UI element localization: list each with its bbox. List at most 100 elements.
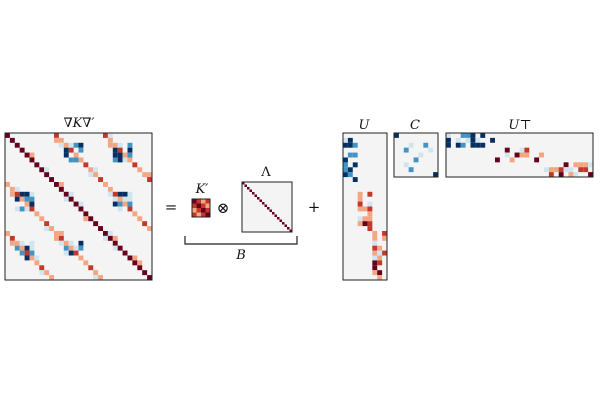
matrix-cell — [9, 186, 15, 192]
matrix-cell — [413, 157, 419, 163]
matrix-cell — [34, 255, 40, 261]
k-prime-matrix — [191, 198, 211, 218]
matrix-cell — [44, 221, 50, 227]
matrix-cell — [259, 199, 262, 202]
matrix-cell — [394, 133, 399, 138]
matrix-cell — [122, 201, 128, 207]
matrix-cell — [357, 221, 363, 227]
matrix-cell — [24, 255, 30, 261]
matrix-cell — [127, 201, 133, 207]
matrix-cell — [352, 177, 358, 182]
matrix-cell — [39, 265, 45, 271]
matrix-cell — [122, 191, 128, 197]
matrix-cell — [34, 260, 40, 266]
matrix-cell — [357, 191, 363, 197]
matrix-cell — [509, 157, 515, 163]
matrix-cell — [578, 167, 584, 173]
matrix-cell — [367, 206, 373, 212]
matrix-cell — [29, 255, 35, 261]
matrix-cell — [112, 245, 118, 251]
matrix-cell — [372, 235, 378, 241]
matrix-cell — [465, 137, 471, 143]
matrix-cell — [352, 162, 358, 168]
matrix-cell — [24, 250, 30, 256]
matrix-cell — [372, 250, 378, 256]
matrix-cell — [93, 221, 99, 227]
matrix-cell — [127, 255, 133, 261]
matrix-cell — [573, 172, 579, 177]
matrix-cell — [480, 133, 486, 138]
matrix-cell — [548, 172, 554, 177]
matrix-cell — [112, 147, 118, 153]
matrix-cell — [49, 177, 54, 182]
matrix-cell — [284, 224, 287, 227]
matrix-cell — [367, 216, 373, 222]
matrix-cell — [117, 206, 123, 212]
matrix-cell — [103, 133, 108, 138]
matrix-cell — [137, 216, 143, 222]
matrix-cell — [377, 255, 383, 261]
matrix-cell — [58, 137, 64, 143]
matrix-cell — [568, 167, 574, 173]
matrix-cell — [357, 196, 363, 202]
matrix-cell — [54, 137, 59, 143]
matrix-cell — [377, 275, 383, 280]
matrix-cell — [83, 216, 89, 222]
matrix-cell — [583, 167, 589, 173]
matrix-cell — [117, 245, 123, 251]
equals-sign: = — [164, 198, 178, 216]
matrix-cell — [24, 196, 30, 202]
matrix-cell — [475, 142, 481, 148]
matrix-cell — [68, 142, 74, 148]
matrix-cell — [514, 152, 520, 158]
matrix-cell — [423, 142, 429, 148]
matrix-cell — [127, 152, 133, 158]
matrix-cell — [372, 255, 378, 261]
matrix-cell — [78, 142, 84, 148]
matrix-cell — [544, 167, 549, 173]
matrix-cell — [24, 152, 30, 158]
matrix-cell — [49, 226, 54, 231]
matrix-cell — [112, 235, 118, 241]
matrix-cell — [127, 157, 133, 163]
matrix-cell — [73, 250, 79, 256]
matrix-cell — [54, 235, 59, 241]
matrix-cell — [19, 196, 25, 202]
matrix-cell — [343, 162, 348, 168]
matrix-cell — [205, 212, 210, 217]
matrix-cell — [563, 162, 569, 168]
matrix-cell — [73, 142, 79, 148]
matrix-cell — [88, 172, 94, 178]
matrix-cell — [63, 196, 69, 202]
matrix-cell — [372, 270, 378, 276]
matrix-cell — [142, 270, 148, 276]
matrix-cell — [382, 235, 387, 241]
matrix-cell — [112, 152, 118, 158]
matrix-cell — [201, 203, 206, 208]
matrix-cell — [122, 196, 128, 202]
matrix-cell — [78, 157, 84, 163]
matrix-cell — [112, 201, 118, 207]
matrix-cell — [93, 275, 99, 280]
matrix-cell — [78, 147, 84, 153]
matrix-cell — [480, 142, 486, 148]
matrix-cell — [343, 157, 348, 163]
matrix-cell — [343, 167, 348, 173]
matrix-cell — [343, 137, 348, 143]
matrix-cell — [249, 189, 252, 192]
c-label: C — [410, 118, 420, 133]
matrix-cell — [377, 250, 383, 256]
matrix-cell — [49, 275, 54, 280]
matrix-cell — [73, 245, 79, 251]
matrix-cell — [63, 142, 69, 148]
matrix-cell — [14, 196, 20, 202]
matrix-cell — [147, 275, 152, 280]
matrix-cell — [112, 157, 118, 163]
matrix-cell — [267, 207, 270, 210]
matrix-cell — [44, 172, 50, 178]
matrix-cell — [117, 191, 123, 197]
matrix-cell — [103, 182, 108, 187]
matrix-cell — [29, 152, 35, 158]
matrix-cell — [279, 219, 282, 222]
gradient-kernel-label: ∇K∇′ — [63, 116, 95, 131]
